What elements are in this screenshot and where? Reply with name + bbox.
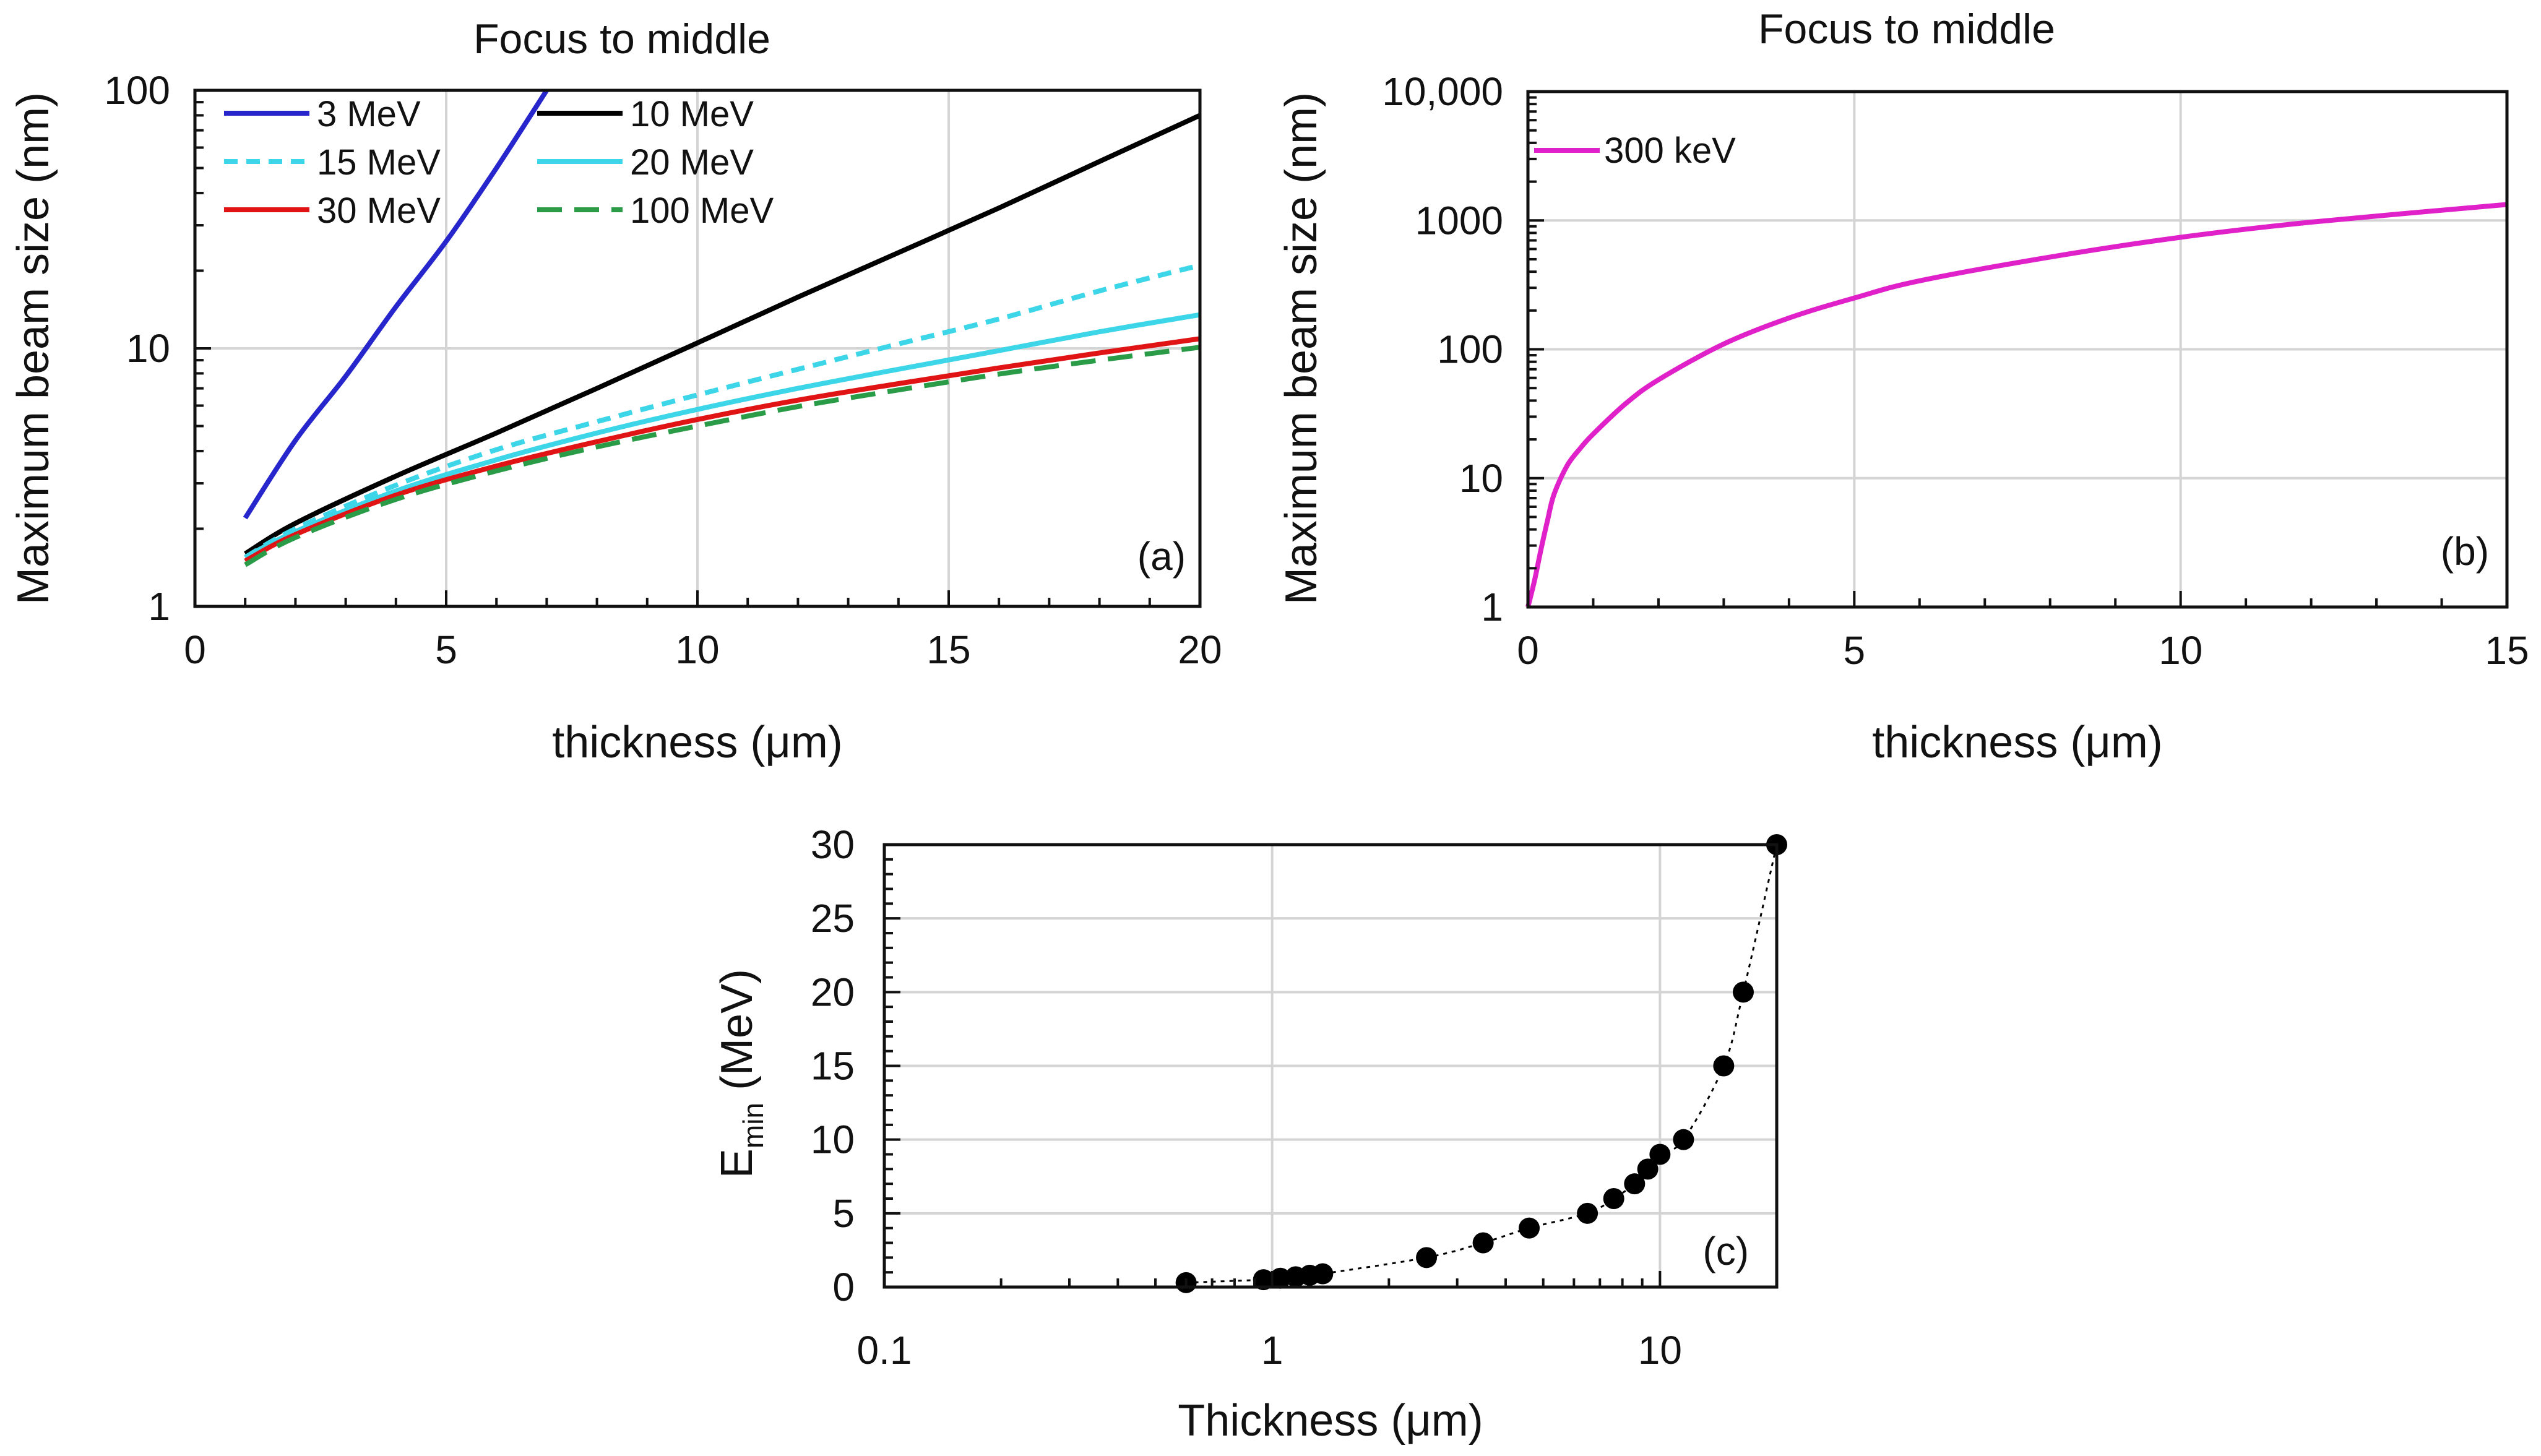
y-tick-label-10-000: 10,000 (1382, 69, 1503, 114)
series-line-3-mev (243, 88, 549, 520)
legend-label-30-mev: 30 MeV (317, 191, 441, 231)
x-tick-label-0: 0 (184, 627, 206, 672)
series-line-20-mev (244, 312, 1201, 560)
panel-a-title: Focus to middle (473, 15, 770, 62)
panel-b-ytick-labels: 1 10 100 1000 10,000 (1382, 69, 1503, 629)
x-tick-label-15: 15 (2485, 628, 2529, 673)
panel-a-xtick-labels: 0 5 10 15 20 (184, 627, 1222, 672)
x-tick-label-5: 5 (1844, 628, 1866, 673)
y-tick-label-10: 10 (1459, 456, 1503, 501)
panel-b-xtick-labels: 0 5 10 15 (1517, 628, 2529, 673)
panel-a-ticks (194, 89, 1201, 608)
panel-c-y-axis-label-main: E (712, 1148, 762, 1178)
legend-label-300-kev: 300 keV (1604, 131, 1736, 171)
x-tick-label-1: 1 (1261, 1328, 1283, 1372)
y-tick-label-15: 15 (811, 1044, 855, 1088)
y-tick-label-1: 1 (1481, 585, 1503, 629)
legend-label-10-mev: 10 MeV (630, 94, 754, 134)
x-tick-label-10: 10 (2159, 628, 2202, 673)
panel-b: Focus to middle 0 5 10 15 110100100010,000 … (1277, 6, 2529, 767)
data-point-emin-10 (1603, 1188, 1624, 1209)
panel-b-series (1525, 202, 2508, 608)
panel-c-ticks (883, 843, 1662, 1288)
data-point-emin-8 (1519, 1217, 1540, 1239)
x-tick-label-20: 20 (1178, 627, 1222, 672)
data-point-emin-16 (1732, 981, 1754, 1003)
series-line-100-mev (244, 345, 1201, 567)
y-tick-label-25: 25 (811, 896, 855, 941)
panel-c-grid (884, 845, 1777, 1287)
y-tick-label-0: 0 (832, 1265, 855, 1309)
x-tick-label-10: 10 (675, 627, 719, 672)
x-tick-label-10: 10 (1638, 1328, 1682, 1372)
panel-b-y-axis-label: Maximum beam size (nm) (1277, 92, 1326, 605)
data-point-emin-9 (1577, 1202, 1598, 1224)
panel-b-ticks (1527, 90, 2508, 608)
y-tick-label-10: 10 (126, 326, 170, 371)
panel-c-points (1175, 834, 1787, 1293)
legend-label-20-mev: 20 MeV (630, 142, 754, 183)
panel-a-x-axis-label: thickness (μm) (552, 718, 843, 767)
series-line-30-mev (244, 336, 1201, 564)
data-point-emin-15 (1713, 1055, 1735, 1077)
series-line-300-kev (1525, 202, 2508, 608)
panel-b-title: Focus to middle (1758, 6, 2055, 53)
data-point-emin-1 (1253, 1269, 1274, 1291)
data-point-emin-5 (1312, 1263, 1334, 1285)
legend-label-15-mev: 15 MeV (317, 142, 441, 183)
x-tick-label-0: 0 (1517, 628, 1539, 673)
panel-c-x-axis-label: Thickness (μm) (1178, 1396, 1483, 1445)
panel-c-y-axis-label-sub: min (737, 1103, 769, 1148)
panel-a-legend: 3 MeV 10 MeV 15 MeV 20 MeV 30 MeV 100 Me… (224, 94, 774, 231)
panel-b-legend: 300 keV (1534, 131, 1736, 171)
data-point-emin-6 (1416, 1247, 1438, 1269)
panel-a-label: (a) (1137, 534, 1186, 579)
y-tick-label-1: 1 (148, 584, 170, 629)
data-point-emin-2 (1269, 1267, 1291, 1289)
legend-label-100-mev: 100 MeV (630, 191, 774, 231)
y-tick-label-100: 100 (1437, 327, 1503, 372)
y-tick-label-1000: 1000 (1415, 198, 1503, 243)
x-tick-label-5: 5 (435, 627, 457, 672)
data-point-emin-14 (1673, 1129, 1694, 1150)
panel-c-xtick-labels: 0.1 1 10 (857, 1328, 1682, 1372)
panel-a-grid (195, 90, 1200, 606)
panel-c-ytick-labels: 0 5 10 15 20 25 30 (811, 822, 855, 1309)
panel-c-label: (c) (1702, 1229, 1749, 1273)
data-point-emin-12 (1637, 1158, 1659, 1180)
data-point-emin-13 (1649, 1144, 1671, 1165)
panel-c-y-axis-label-unit: (MeV) (712, 969, 762, 1103)
y-tick-label-20: 20 (811, 970, 855, 1014)
panel-b-x-axis-label: thickness (μm) (1872, 718, 2163, 767)
series-line-emin (1186, 844, 1778, 1284)
panel-a: Focus to middle 0 5 10 15 20 1 10 100 thicknes… (9, 15, 1222, 767)
panel-a-ytick-labels: 1 10 100 (104, 68, 170, 629)
x-tick-label-0-1: 0.1 (857, 1328, 912, 1372)
y-tick-label-100: 100 (104, 68, 170, 113)
panel-c-series (1186, 844, 1778, 1284)
panel-a-series (243, 88, 1201, 567)
panel-c-y-axis-label: Emin (MeV) (712, 969, 769, 1178)
x-tick-label-15: 15 (926, 627, 970, 672)
y-tick-label-5: 5 (832, 1191, 855, 1236)
panel-c: 0.1 1 10 0 5 10 15 20 25 30 Thickness (μm) Emin … (712, 822, 1787, 1445)
data-point-emin-11 (1624, 1173, 1646, 1195)
series-line-15-mev (244, 262, 1201, 560)
data-point-emin-7 (1472, 1232, 1494, 1254)
panel-a-y-axis-label: Maximum beam size (nm) (9, 92, 58, 605)
y-tick-label-10: 10 (811, 1118, 855, 1162)
panel-b-label: (b) (2441, 529, 2489, 574)
panel-b-grid (1528, 92, 2507, 607)
y-tick-label-30: 30 (811, 822, 855, 867)
legend-label-3-mev: 3 MeV (317, 94, 421, 134)
series-line-10-mev (244, 113, 1201, 556)
